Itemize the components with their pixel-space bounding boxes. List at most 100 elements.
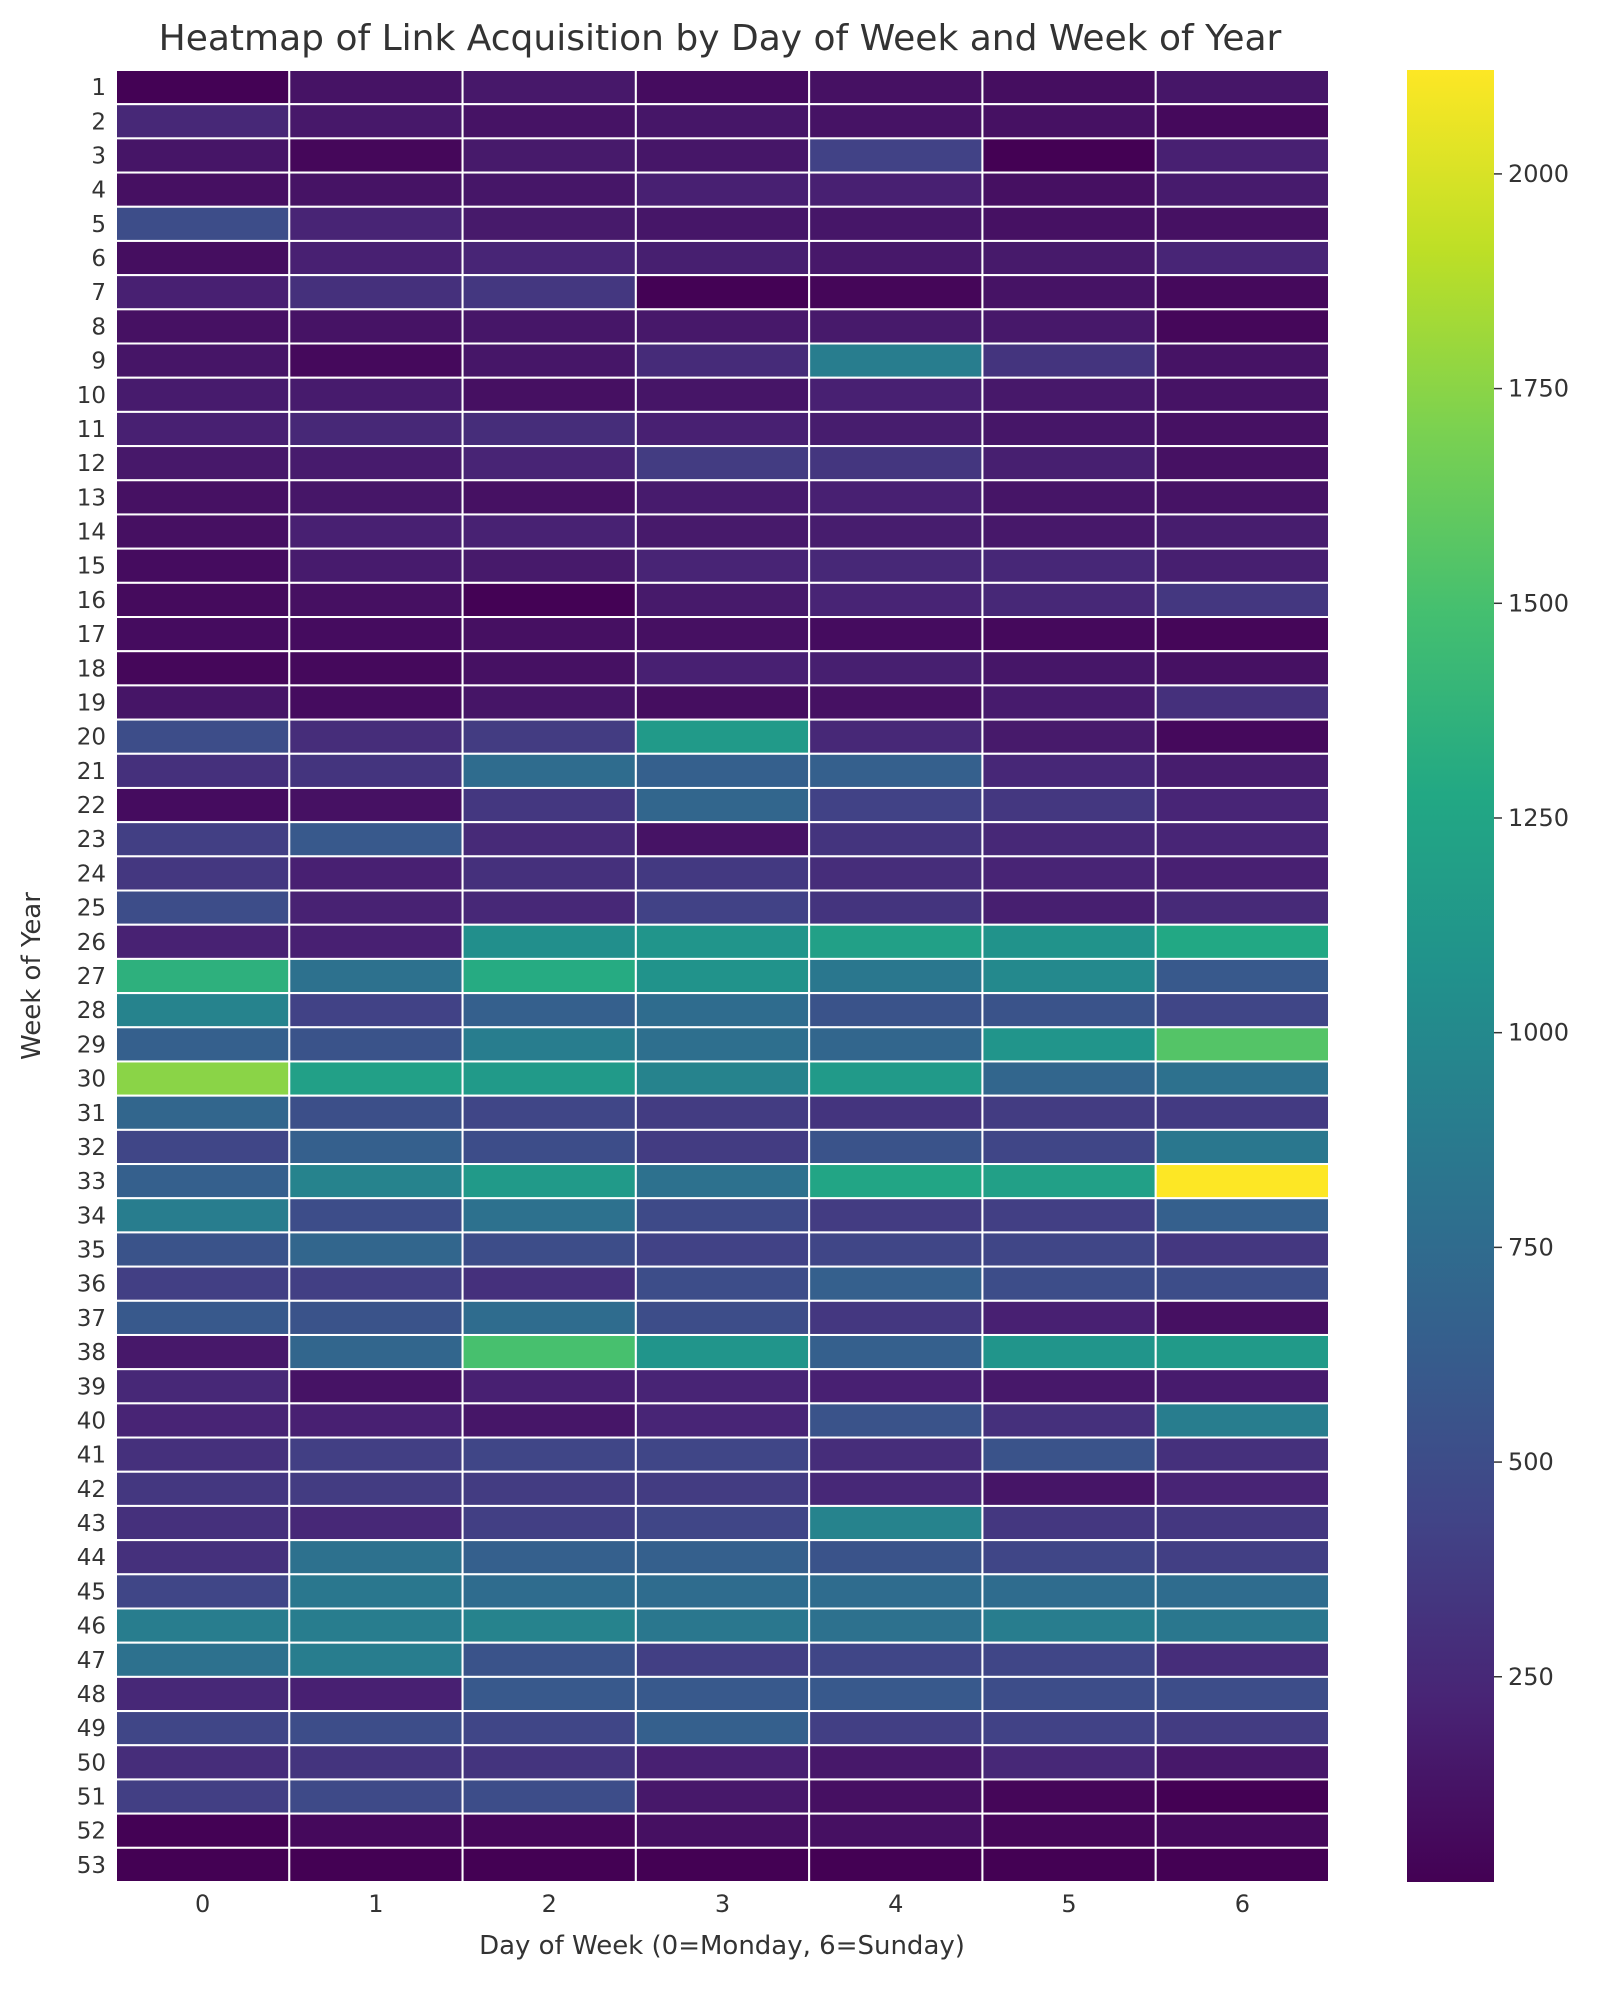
heatmap-cell <box>115 752 291 789</box>
y-tick-label: 45 <box>77 1579 106 1605</box>
heatmap-cell <box>808 855 984 892</box>
heatmap-cell <box>634 445 811 482</box>
heatmap-cell <box>981 445 1157 482</box>
heatmap-cell <box>634 171 811 208</box>
heatmap-cell <box>461 1299 637 1336</box>
heatmap-cell <box>808 1265 984 1302</box>
y-tick-label: 35 <box>77 1238 106 1264</box>
heatmap-cell <box>115 1778 291 1815</box>
heatmap-cell <box>981 1094 1157 1131</box>
heatmap-cell <box>981 171 1157 208</box>
y-tick-label: 25 <box>77 896 106 922</box>
heatmap-cell <box>808 1026 984 1063</box>
heatmap-cell <box>634 1060 811 1097</box>
heatmap-cell <box>461 1026 637 1063</box>
heatmap-cell <box>981 1607 1157 1644</box>
heatmap-cell <box>634 650 811 687</box>
heatmap-cell <box>1154 1607 1330 1644</box>
heatmap-cell <box>1154 1368 1330 1405</box>
heatmap-cell <box>1154 1778 1330 1815</box>
heatmap-cell <box>981 1846 1157 1883</box>
heatmap-cell <box>288 889 464 926</box>
heatmap-cell <box>808 239 984 277</box>
heatmap-cell <box>634 1470 811 1507</box>
y-tick-label: 2 <box>91 109 106 135</box>
heatmap-cell <box>808 684 984 721</box>
heatmap-cell <box>115 1128 291 1166</box>
heatmap-cell <box>461 718 637 755</box>
heatmap-cell <box>288 786 464 824</box>
heatmap-cell <box>1154 786 1330 824</box>
heatmap-cell <box>1154 1436 1330 1473</box>
heatmap-cell <box>288 992 464 1029</box>
heatmap-cell <box>808 1675 984 1713</box>
y-tick-label: 24 <box>77 861 106 887</box>
heatmap-cell <box>808 1299 984 1336</box>
x-tick-label: 0 <box>195 1890 210 1918</box>
heatmap-cell <box>461 1812 637 1849</box>
heatmap-cell <box>1154 308 1330 345</box>
heatmap-cell <box>634 1573 811 1610</box>
heatmap-cell <box>461 581 637 619</box>
heatmap-cell <box>115 308 291 345</box>
heatmap-cell <box>808 581 984 619</box>
heatmap-cell <box>115 274 291 311</box>
heatmap-cell <box>115 479 291 516</box>
heatmap-cell <box>808 1846 984 1883</box>
heatmap-cell <box>634 957 811 995</box>
heatmap-cell <box>288 752 464 789</box>
heatmap-cell <box>1154 410 1330 448</box>
heatmap-cell <box>115 855 291 892</box>
y-tick-label: 21 <box>77 759 106 785</box>
heatmap-cell <box>634 1299 811 1336</box>
heatmap-cell <box>288 1607 464 1644</box>
heatmap-cell <box>981 786 1157 824</box>
y-tick-label: 37 <box>77 1306 106 1332</box>
heatmap-cell <box>461 1231 637 1268</box>
heatmap-cell <box>634 1265 811 1302</box>
x-tick-label: 3 <box>715 1890 730 1918</box>
heatmap-cell <box>461 752 637 789</box>
heatmap-cell <box>461 1710 637 1747</box>
heatmap-cell <box>634 274 811 311</box>
heatmap-cell <box>808 1710 984 1747</box>
heatmap-cell <box>288 410 464 448</box>
heatmap-cell <box>981 69 1157 106</box>
heatmap-cell <box>115 718 291 755</box>
heatmap-cell <box>115 205 291 242</box>
heatmap-cell <box>288 513 464 550</box>
heatmap-cell <box>461 342 637 379</box>
y-tick-label: 53 <box>77 1853 106 1879</box>
heatmap-cell <box>461 1402 637 1439</box>
heatmap-cell <box>115 137 291 174</box>
heatmap-cell <box>981 889 1157 926</box>
heatmap-cell <box>1154 137 1330 174</box>
heatmap-cell <box>1154 1265 1330 1302</box>
y-tick-label: 51 <box>77 1785 106 1811</box>
heatmap-cell <box>115 1573 291 1610</box>
y-tick-label: 44 <box>77 1545 106 1571</box>
heatmap-cell <box>634 1744 811 1781</box>
y-tick-label: 19 <box>77 690 106 716</box>
heatmap-cell <box>288 1128 464 1166</box>
x-tick-label: 6 <box>1235 1890 1250 1918</box>
heatmap-cell <box>1154 547 1330 584</box>
heatmap-cell <box>981 1573 1157 1610</box>
heatmap-cell <box>981 923 1157 960</box>
heatmap-cell <box>461 1265 637 1302</box>
colorbar-tick-label: 500 <box>1508 1448 1554 1476</box>
heatmap-cell <box>1154 889 1330 926</box>
heatmap-cell <box>808 1368 984 1405</box>
heatmap-cell <box>634 581 811 619</box>
heatmap-cell <box>461 103 637 140</box>
heatmap-cell <box>115 1812 291 1849</box>
y-tick-label: 23 <box>77 827 106 853</box>
heatmap-cell <box>115 650 291 687</box>
heatmap-cell <box>634 1128 811 1166</box>
heatmap-cell <box>808 650 984 687</box>
heatmap-cell <box>634 1197 811 1234</box>
heatmap-cell <box>808 547 984 584</box>
heatmap-cell <box>115 1231 291 1268</box>
y-tick-label: 13 <box>77 485 106 511</box>
heatmap-cell <box>981 103 1157 140</box>
